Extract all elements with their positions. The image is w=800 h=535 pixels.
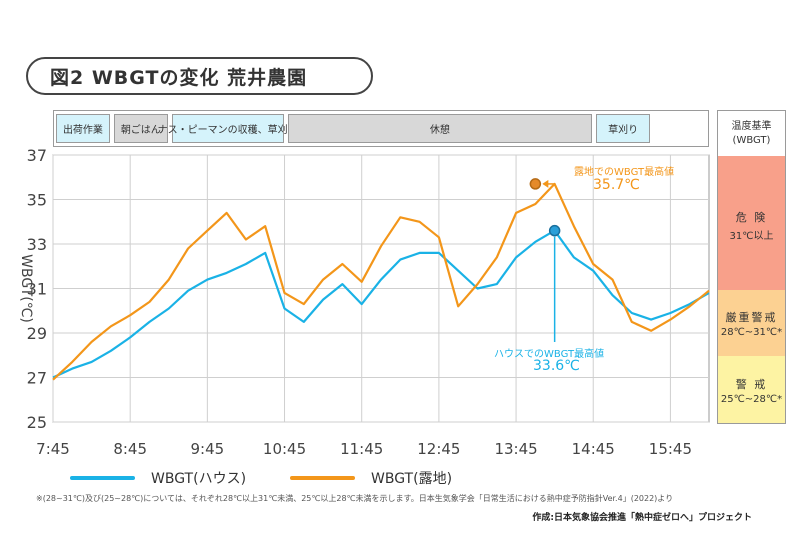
x-tick-label: 9:45 bbox=[191, 440, 225, 458]
open-max-label: 露地でのWBGT最高値 bbox=[574, 167, 675, 178]
activity-segment: ナス・ピーマンの収穫、草刈り bbox=[158, 114, 298, 143]
activity-segment: 草刈り bbox=[596, 114, 651, 143]
house-max-callout: ハウスでのWBGT最高値 bbox=[494, 345, 604, 360]
criteria-header: 温度基準 (WBGT) bbox=[718, 111, 785, 161]
open-max-callout: 露地でのWBGT最高値 bbox=[574, 163, 674, 178]
series-line-house bbox=[52, 229, 710, 379]
activity-timeline: 出荷作業 朝ごはん ナス・ピーマンの収穫、草刈り 休憩 草刈り bbox=[53, 110, 709, 147]
criteria-band-name: 危 険 bbox=[735, 210, 768, 224]
open-max-value-wrap: 35.7℃ bbox=[593, 177, 640, 193]
y-tick-label: 31 bbox=[27, 280, 47, 299]
house-max-marker bbox=[548, 224, 561, 237]
open-max-value: 35.7℃ bbox=[593, 177, 640, 193]
house-max-value: 33.6℃ bbox=[533, 358, 580, 374]
legend-house: WBGT(ハウス) bbox=[70, 468, 246, 488]
y-axis-label: WBGT(℃) bbox=[18, 254, 34, 323]
criteria-band: 厳重警戒 28℃~31℃* bbox=[718, 289, 785, 357]
criteria-band-range: 31℃以上 bbox=[729, 230, 774, 242]
legend-house-label: WBGT(ハウス) bbox=[151, 471, 247, 487]
credit: 作成:日本気象協会推進「熱中症ゼロへ」プロジェクト bbox=[532, 513, 752, 523]
legend-house-swatch bbox=[70, 476, 135, 480]
y-tick-label: 33 bbox=[27, 235, 47, 254]
activity-label: ナス・ピーマンの収穫、草刈り bbox=[157, 125, 298, 136]
footnote: ※(28~31℃)及び(25~28℃)については、それぞれ28℃以上31℃未満、… bbox=[36, 494, 674, 503]
x-tick-label: 13:45 bbox=[494, 440, 537, 458]
wbgt-criteria-panel: 温度基準 (WBGT) 危 険 31℃以上厳重警戒 28℃~31℃* 警 戒 25℃~2… bbox=[717, 110, 786, 424]
house-max-value-wrap: 33.6℃ bbox=[533, 358, 580, 374]
x-tick-label: 12:45 bbox=[417, 440, 460, 458]
y-tick-label: 29 bbox=[27, 324, 47, 343]
y-tick-label: 27 bbox=[27, 369, 47, 388]
activity-segment: 休憩 bbox=[287, 114, 593, 143]
criteria-band-range: 25℃~28℃* bbox=[720, 393, 783, 405]
criteria-band-name: 厳重警戒 bbox=[725, 310, 778, 324]
criteria-header-line2: (WBGT) bbox=[732, 135, 771, 146]
activity-label: 休憩 bbox=[429, 125, 450, 136]
x-tick-label: 10:45 bbox=[263, 440, 306, 458]
open-max-marker bbox=[529, 178, 542, 190]
x-tick-label: 15:45 bbox=[649, 440, 692, 458]
criteria-band-range: 28℃~31℃* bbox=[720, 326, 783, 338]
y-tick-label: 35 bbox=[27, 191, 47, 210]
legend-open-label: WBGT(露地) bbox=[371, 471, 453, 487]
series-line-open bbox=[52, 182, 710, 381]
criteria-band: 危 険 31℃以上 bbox=[718, 156, 785, 290]
activity-segment: 朝ごはん bbox=[113, 114, 168, 143]
x-tick-label: 14:45 bbox=[572, 440, 615, 458]
chart-title: 図2 WBGTの変化 荒井農園 bbox=[26, 57, 373, 95]
x-tick-label: 8:45 bbox=[113, 440, 147, 458]
criteria-header-line1: 温度基準 bbox=[731, 121, 772, 132]
activity-label: 朝ごはん bbox=[120, 125, 161, 136]
legend-open-swatch bbox=[290, 476, 355, 480]
y-tick-label: 37 bbox=[27, 146, 47, 165]
open-max-arrowhead bbox=[542, 179, 549, 188]
house-max-label: ハウスでのWBGT最高値 bbox=[494, 349, 605, 360]
criteria-band: 警 戒 25℃~28℃* bbox=[718, 356, 785, 423]
activity-label: 草刈り bbox=[608, 125, 639, 136]
criteria-band-name: 警 戒 bbox=[735, 377, 768, 391]
activity-segment: 出荷作業 bbox=[56, 114, 110, 143]
x-tick-label: 11:45 bbox=[340, 440, 383, 458]
legend-open: WBGT(露地) bbox=[290, 468, 452, 488]
activity-label: 出荷作業 bbox=[62, 125, 103, 136]
x-tick-label: 7:45 bbox=[36, 440, 70, 458]
y-tick-label: 25 bbox=[27, 413, 47, 432]
